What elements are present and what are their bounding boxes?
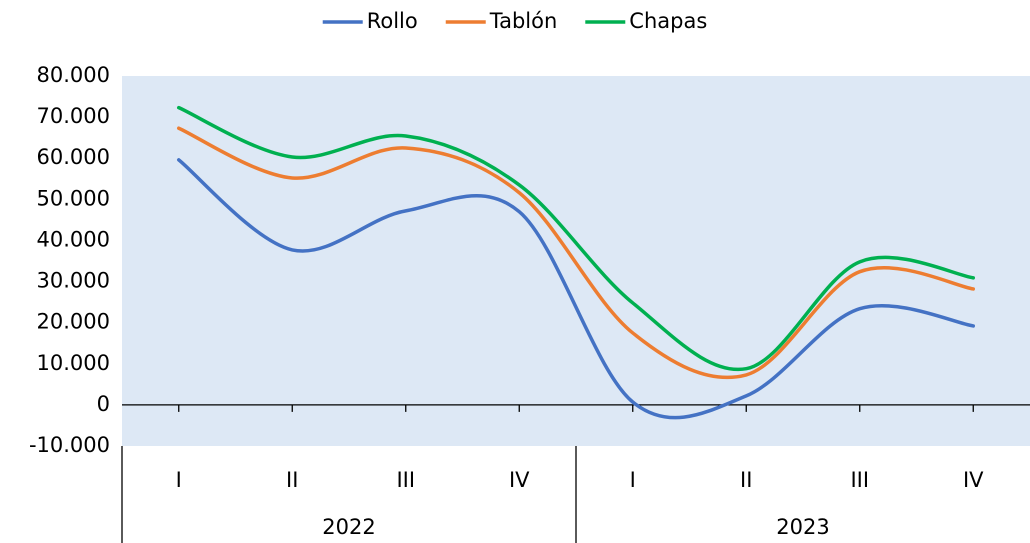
- x-tick-label: III: [396, 468, 415, 492]
- y-tick-label: 10.000: [37, 351, 110, 375]
- x-tick-label: IV: [963, 468, 984, 492]
- y-tick-label: 40.000: [37, 227, 110, 251]
- series-line: [177, 126, 975, 380]
- group-label: 2023: [776, 515, 829, 539]
- x-tick-label: III: [850, 468, 869, 492]
- x-tick-label: II: [286, 468, 298, 492]
- x-tick-label: II: [740, 468, 752, 492]
- x-tick-label: I: [630, 468, 636, 492]
- x-tick-label: I: [176, 468, 182, 492]
- group-label: 2022: [322, 515, 375, 539]
- y-tick-label: 80.000: [37, 63, 110, 87]
- x-tick-label: IV: [509, 468, 530, 492]
- y-tick-label: 70.000: [37, 104, 110, 128]
- y-tick-label: 60.000: [37, 145, 110, 169]
- legend-label: Rollo: [367, 9, 418, 33]
- y-tick-label: 50.000: [37, 186, 110, 210]
- y-tick-label: 0: [97, 392, 110, 416]
- legend-label: Chapas: [629, 9, 707, 33]
- y-tick-label: 20.000: [37, 310, 110, 334]
- y-tick-label: -10.000: [29, 433, 110, 457]
- series-line: [177, 105, 975, 372]
- y-tick-label: 30.000: [37, 269, 110, 293]
- series-line: [177, 158, 975, 420]
- legend-label: Tablón: [489, 9, 558, 33]
